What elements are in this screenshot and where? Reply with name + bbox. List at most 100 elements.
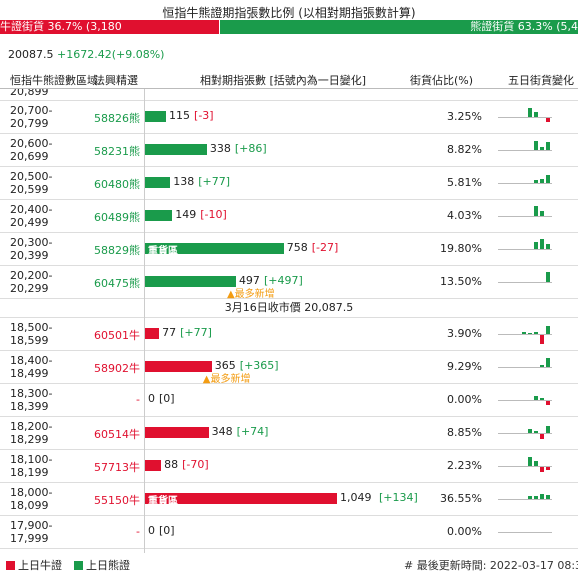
trend-bar <box>546 401 550 405</box>
table-body: 20,800-20,899 20,700-20,799 58826熊 115[-3] 3… <box>0 89 578 553</box>
range-end: 20,299 <box>10 282 49 295</box>
badge: 重貨區 <box>148 496 178 507</box>
trend-bar <box>546 467 550 470</box>
change: [+74] <box>236 425 269 438</box>
ratio-bar: 牛證街貨 36.7% (3,180 熊證街貨 63.3% (5,4 <box>0 20 578 34</box>
count: 365 <box>214 359 236 372</box>
trend-bar <box>546 426 550 433</box>
change: [+77] <box>198 175 231 188</box>
table-row: 20,300- 20,399 58829熊 重貨區 758 [-27] 19.80% <box>0 233 578 266</box>
change: [+365] <box>239 359 279 372</box>
count: 497 <box>238 274 260 287</box>
range-start: 20,200- <box>10 269 53 282</box>
trend-bar <box>540 434 544 439</box>
bar <box>145 177 171 188</box>
change: [-27] <box>311 241 339 254</box>
table-row: 18,300- 18,399 -0 [0] 0.00% <box>0 384 578 417</box>
code: 58231熊 <box>94 145 140 158</box>
trend-bar <box>528 457 532 466</box>
count: 338 <box>209 142 231 155</box>
trend-bar <box>534 242 538 249</box>
trend-baseline <box>498 499 552 500</box>
table-row: 18,000- 18,099 55150牛 重貨區 1,049 [+134] 36.55% <box>0 483 578 516</box>
trend-baseline <box>498 466 552 467</box>
trend-bar <box>546 118 550 122</box>
code: 58902牛 <box>94 362 140 375</box>
divider <box>144 89 145 553</box>
code: - <box>136 525 140 538</box>
range-start: 17,900- <box>10 519 53 532</box>
trend-bar <box>540 398 544 400</box>
trend-bar <box>540 494 544 499</box>
bull-ratio: 牛證街貨 36.7% (3,180 <box>0 20 219 34</box>
change: [-3] <box>194 109 214 122</box>
trend-bar <box>534 141 538 150</box>
change: [+134] <box>378 491 418 504</box>
code: 55150牛 <box>94 494 140 507</box>
share: 36.55% <box>440 492 482 505</box>
trend <box>498 204 552 228</box>
range-start: 18,000- <box>10 486 53 499</box>
trend-bar <box>528 429 532 433</box>
share: 8.82% <box>447 143 482 156</box>
share: 4.03% <box>447 209 482 222</box>
bear-ratio: 熊證街貨 63.3% (5,4 <box>220 20 578 34</box>
trend <box>498 322 552 346</box>
change: [0] <box>159 524 175 537</box>
range-start: 20,700- <box>10 104 53 117</box>
count: 0 <box>148 524 155 537</box>
trend <box>498 355 552 379</box>
note: ▲最多新增 <box>202 374 251 385</box>
bar <box>145 144 207 155</box>
trend-bar <box>534 112 538 117</box>
trend-baseline <box>498 282 552 283</box>
note: ▲最多新增 <box>226 289 275 300</box>
trend <box>498 388 552 412</box>
count: 758 <box>286 241 308 254</box>
count: 149 <box>175 208 197 221</box>
footer: 上日牛證 上日熊證 # 最後更新時間: 2022-03-17 08:3 <box>0 553 578 576</box>
trend-bar <box>528 496 532 499</box>
count: 0 <box>148 392 155 405</box>
range-end: 20,899 <box>10 89 49 98</box>
change: [+497] <box>263 274 303 287</box>
trend-baseline <box>498 433 552 434</box>
code: 60501牛 <box>94 329 140 342</box>
trend <box>498 270 552 294</box>
index-value: 20087.5 <box>8 48 54 61</box>
share: 13.50% <box>440 275 482 288</box>
range-start: 18,300- <box>10 387 53 400</box>
table-row: 20,800-20,899 <box>0 89 578 101</box>
trend <box>498 138 552 162</box>
change: [0] <box>159 392 175 405</box>
count: 1,049 <box>339 491 372 504</box>
trend-bar <box>546 175 550 183</box>
trend-baseline <box>498 334 552 335</box>
trend-bar <box>540 179 544 183</box>
table-row: 20,700- 20,799 58826熊 115 [-3] 3.25% <box>0 101 578 134</box>
trend-baseline <box>498 249 552 250</box>
bar: 重貨區 <box>145 243 284 257</box>
count: 88 <box>164 458 179 471</box>
column-header: 恒指牛熊證數區域 <box>10 74 98 87</box>
range-end: 20,399 <box>10 249 49 262</box>
table-row: 20,200- 20,299 60475熊 497 [+497] ▲最多新增 13.50% <box>0 266 578 300</box>
table-row: 18,200- 18,299 60514牛 348 [+74] 8.85% <box>0 417 578 450</box>
table-row: 18,500- 18,599 60501牛 77 [+77] 3.90% <box>0 318 578 351</box>
trend-baseline <box>498 367 552 368</box>
trend-baseline <box>498 400 552 401</box>
trend-bar <box>546 272 550 282</box>
badge: 重貨區 <box>148 246 178 257</box>
change: [+86] <box>234 142 267 155</box>
range-end: 18,399 <box>10 400 49 413</box>
trend-bar <box>540 467 544 472</box>
range-end: 18,299 <box>10 433 49 446</box>
column-header: 法興精選 <box>94 74 138 87</box>
range-start: 20,600- <box>10 137 53 150</box>
trend-baseline <box>498 532 552 533</box>
legend-item: 上日熊證 <box>74 557 130 573</box>
code: 60480熊 <box>94 178 140 191</box>
legend-label: 上日牛證 <box>18 559 62 572</box>
column-header: 相對期指張數 [括號內為一日變化] <box>200 74 367 87</box>
share: 19.80% <box>440 242 482 255</box>
